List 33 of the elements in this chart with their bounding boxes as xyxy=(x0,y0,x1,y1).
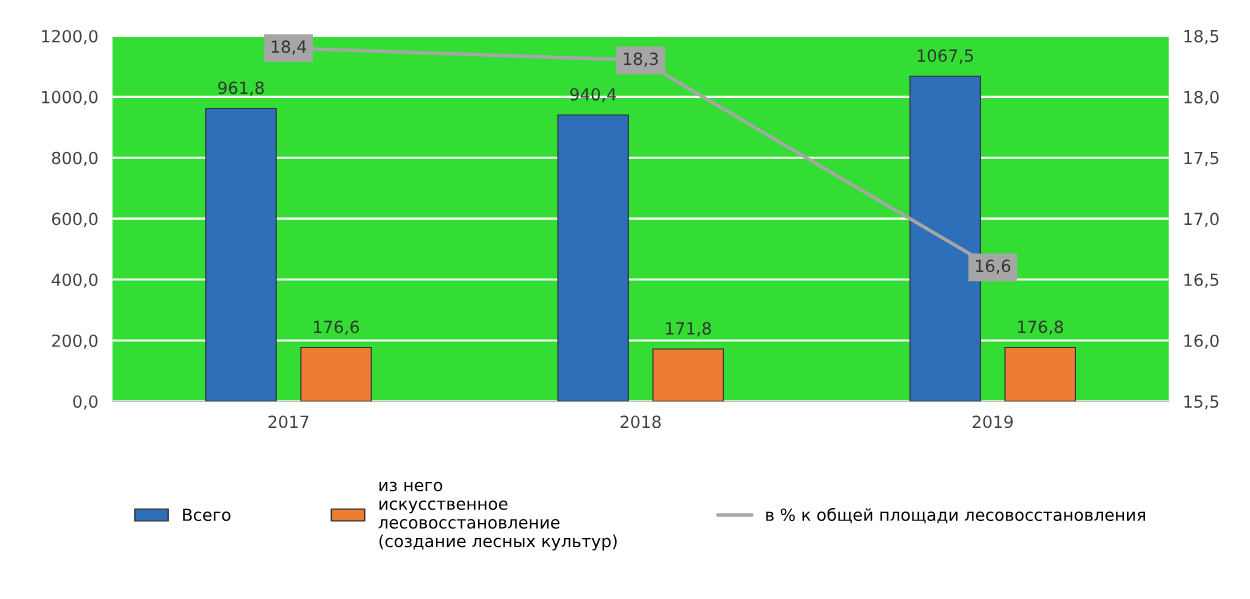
bar xyxy=(557,114,629,402)
data-label: 171,8 xyxy=(666,322,711,337)
x-tick-label: 2018 xyxy=(620,415,661,429)
legend-label: из него искусственное лесовосстановление (создание лесных культур) xyxy=(378,481,617,551)
legend-label: Всего xyxy=(183,508,231,522)
y2-tick-label: 16,5 xyxy=(1184,273,1219,288)
x-tick-label: 2019 xyxy=(972,415,1013,429)
data-label: 961,8 xyxy=(218,81,264,96)
x-tick-label: 2017 xyxy=(268,415,309,429)
y2-tick-label: 18,0 xyxy=(1184,90,1219,106)
y2-tick-label: 18,5 xyxy=(1184,29,1219,45)
legend-label: в % к общей площади лесовосстановления xyxy=(766,507,1145,524)
data-label: 16,6 xyxy=(975,259,1011,274)
y2-tick-label: 15,5 xyxy=(1184,395,1219,410)
y-tick-label: 600,0 xyxy=(52,212,98,227)
data-label: 18,3 xyxy=(623,52,658,67)
bar xyxy=(652,348,724,402)
y-tick-label: 800,0 xyxy=(52,151,98,167)
y-tick-label: 0,0 xyxy=(73,395,98,410)
y2-tick-label: 16,0 xyxy=(1184,334,1219,349)
data-label: 1067,5 xyxy=(917,49,973,64)
bar xyxy=(1004,346,1077,402)
y-tick-label: 400,0 xyxy=(51,273,98,288)
y-tick-label: 1200,0 xyxy=(42,29,98,45)
bar xyxy=(300,347,372,402)
y-tick-label: 1000,0 xyxy=(42,90,98,106)
bar xyxy=(205,107,277,402)
y2-tick-label: 17,0 xyxy=(1184,212,1219,227)
y-tick-label: 200,0 xyxy=(52,334,98,349)
data-label: 176,6 xyxy=(314,320,359,335)
data-label: 18,4 xyxy=(271,40,307,55)
y2-tick-label: 17,5 xyxy=(1184,151,1219,167)
data-label: 176,8 xyxy=(1018,320,1063,335)
